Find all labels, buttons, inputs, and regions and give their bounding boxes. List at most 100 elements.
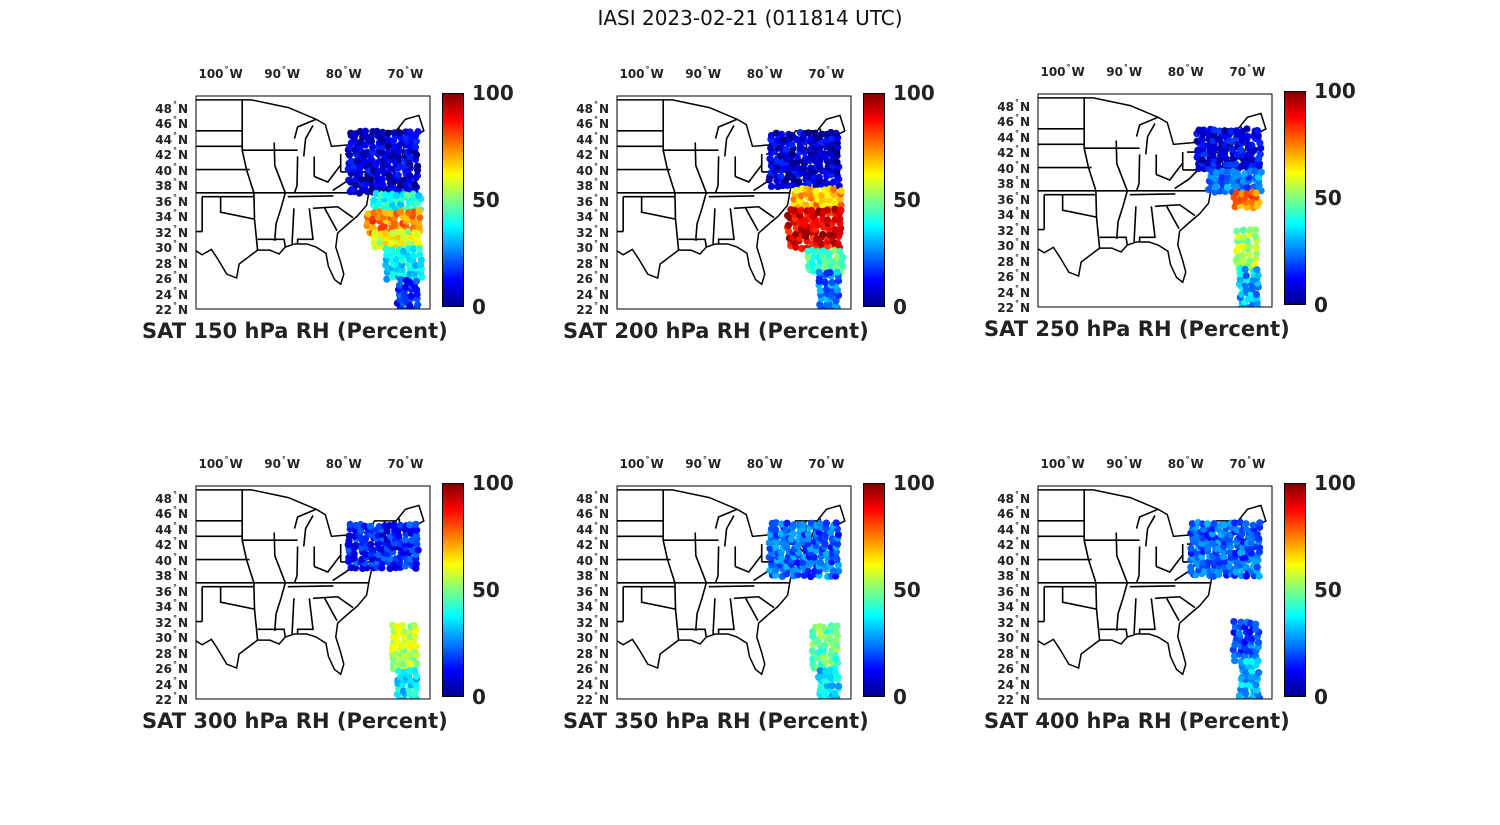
lat-tick-value: 48 bbox=[576, 491, 593, 506]
rh-observation-point bbox=[1237, 618, 1245, 626]
rh-observation-point bbox=[401, 628, 409, 636]
rh-observation-point bbox=[406, 128, 414, 136]
rh-observation-point bbox=[411, 180, 419, 189]
rh-observation-point bbox=[831, 689, 839, 698]
rh-observation-point bbox=[1218, 173, 1226, 181]
lat-hemisphere: N bbox=[598, 101, 609, 116]
rh-observation-point bbox=[782, 145, 790, 154]
lon-tick-label: 70°W bbox=[808, 65, 844, 81]
lon-hemisphere: W bbox=[1190, 457, 1204, 471]
degree-symbol: ° bbox=[343, 65, 348, 74]
lon-tick-label: 70°W bbox=[387, 65, 423, 81]
rh-observation-point bbox=[397, 276, 405, 284]
lat-tick-label: 46°N bbox=[561, 505, 609, 521]
rh-observation-point bbox=[788, 150, 796, 158]
rh-observation-point bbox=[828, 682, 837, 690]
rh-observation-point bbox=[409, 190, 417, 198]
rh-observation-point bbox=[390, 521, 398, 529]
lon-tick-value: 100 bbox=[1040, 65, 1066, 79]
lat-tick-value: 28 bbox=[576, 256, 593, 271]
state-border bbox=[293, 546, 299, 584]
rh-observation-point bbox=[417, 256, 425, 264]
state-border bbox=[1138, 598, 1156, 634]
rh-observation-point bbox=[384, 129, 392, 137]
degree-symbol: ° bbox=[1014, 299, 1019, 308]
rh-observation-point bbox=[400, 247, 408, 256]
lat-tick-label: 38°N bbox=[140, 567, 188, 583]
rh-observation-point bbox=[414, 128, 422, 136]
lat-tick-value: 26 bbox=[997, 662, 1014, 677]
rh-observation-point bbox=[382, 261, 390, 269]
lat-tick-label: 46°N bbox=[140, 505, 188, 521]
rh-observation-point bbox=[774, 136, 782, 144]
colorbar-tick-label: 100 bbox=[472, 471, 514, 495]
rh-observation-point bbox=[386, 564, 394, 573]
lon-tick-value: 90 bbox=[1106, 457, 1123, 471]
degree-symbol: ° bbox=[593, 192, 598, 202]
rh-observation-point bbox=[816, 559, 825, 567]
rh-observation-point bbox=[1244, 544, 1252, 553]
state-border bbox=[323, 597, 338, 622]
rh-observation-point bbox=[1209, 137, 1217, 145]
lat-tick-value: 48 bbox=[155, 101, 172, 116]
rh-observation-point bbox=[411, 143, 420, 151]
degree-symbol: ° bbox=[1066, 455, 1071, 464]
state-border bbox=[302, 515, 314, 547]
rh-observation-point bbox=[1252, 242, 1260, 251]
rh-observation-point bbox=[1252, 681, 1260, 689]
lat-tick-label: 34°N bbox=[561, 598, 609, 614]
lon-hemisphere: W bbox=[286, 67, 301, 81]
lat-hemisphere: N bbox=[177, 677, 188, 692]
rh-observation-point bbox=[389, 621, 397, 629]
lon-hemisphere: W bbox=[831, 67, 845, 81]
rh-observation-point bbox=[1222, 160, 1230, 168]
state-border bbox=[1099, 236, 1119, 239]
rh-observation-point bbox=[1248, 141, 1256, 149]
rh-observation-point bbox=[809, 267, 817, 275]
lat-tick-value: 24 bbox=[576, 677, 593, 692]
rh-observation-point bbox=[385, 141, 393, 150]
rh-observation-point bbox=[832, 129, 840, 137]
lat-tick-value: 48 bbox=[155, 491, 172, 506]
degree-symbol: ° bbox=[172, 520, 177, 530]
lon-hemisphere: W bbox=[348, 67, 362, 81]
rh-observation-point bbox=[401, 306, 409, 309]
lat-tick-value: 24 bbox=[576, 287, 593, 302]
rh-observation-point bbox=[345, 532, 353, 540]
lon-tick-label: 90°W bbox=[1106, 63, 1142, 79]
state-border bbox=[1083, 97, 1101, 249]
degree-symbol: ° bbox=[593, 567, 598, 577]
lat-tick-label: 32°N bbox=[982, 614, 1030, 630]
rh-observation-point bbox=[782, 526, 790, 534]
rh-observation-point bbox=[413, 230, 421, 238]
lat-hemisphere: N bbox=[1019, 522, 1030, 537]
lat-hemisphere: N bbox=[1019, 600, 1030, 615]
rh-observation-point bbox=[1248, 634, 1256, 643]
lat-hemisphere: N bbox=[598, 615, 609, 630]
lat-tick-label: 22°N bbox=[561, 301, 609, 317]
lat-hemisphere: N bbox=[177, 553, 188, 568]
rh-observation-point bbox=[1255, 572, 1263, 580]
rh-observation-point bbox=[785, 163, 793, 172]
lat-tick-value: 24 bbox=[155, 287, 172, 302]
lat-hemisphere: N bbox=[598, 522, 609, 537]
colorbar-tick-label: 0 bbox=[893, 685, 907, 709]
lon-tick-label: 100°W bbox=[1040, 455, 1084, 471]
rh-observation-point bbox=[793, 163, 801, 171]
lat-tick-value: 46 bbox=[997, 115, 1014, 130]
rh-observation-point bbox=[352, 181, 360, 189]
rh-observation-point bbox=[833, 268, 841, 276]
map-plot bbox=[1037, 485, 1273, 700]
rh-observation-point bbox=[799, 559, 807, 567]
rh-observation-point bbox=[804, 567, 812, 575]
degree-symbol: ° bbox=[172, 301, 177, 310]
degree-symbol: ° bbox=[593, 239, 598, 249]
degree-symbol: ° bbox=[172, 613, 177, 623]
lon-tick-value: 80 bbox=[325, 457, 343, 471]
lat-tick-label: 24°N bbox=[561, 286, 609, 302]
lat-tick-value: 48 bbox=[997, 99, 1014, 114]
rh-observation-point bbox=[378, 175, 387, 183]
lon-hemisphere: W bbox=[1252, 65, 1266, 79]
state-border bbox=[744, 597, 759, 622]
lat-tick-value: 22 bbox=[997, 301, 1014, 315]
